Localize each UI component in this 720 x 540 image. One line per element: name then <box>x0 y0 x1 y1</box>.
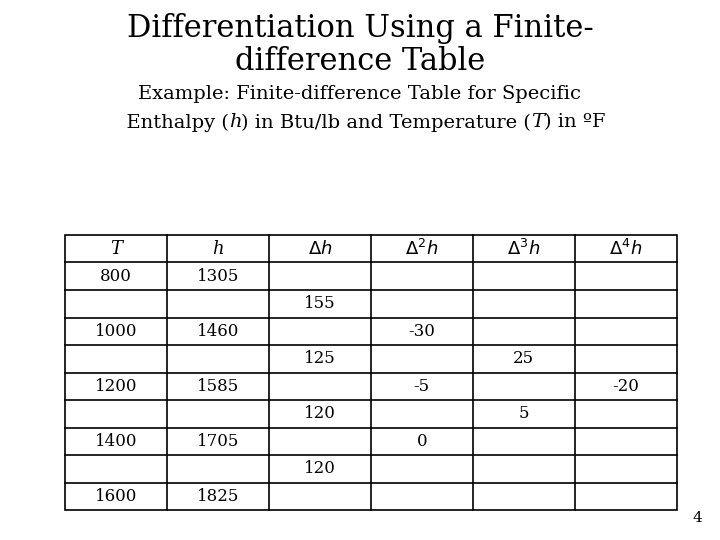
Text: 0: 0 <box>416 433 427 450</box>
Bar <box>65 235 677 510</box>
Text: 1400: 1400 <box>94 433 137 450</box>
Text: 155: 155 <box>304 295 336 312</box>
Text: ) in Btu/lb and Temperature (: ) in Btu/lb and Temperature ( <box>241 113 531 132</box>
Text: $\Delta^3 h$: $\Delta^3 h$ <box>507 239 541 259</box>
Text: -5: -5 <box>414 378 430 395</box>
Text: Enthalpy (h) in Btu/lb and Temperature (T) in ºF: Enthalpy (h) in Btu/lb and Temperature (… <box>0 539 1 540</box>
Text: -20: -20 <box>613 378 639 395</box>
Text: 1825: 1825 <box>197 488 239 505</box>
Text: h: h <box>229 113 241 131</box>
Text: 4: 4 <box>692 511 702 525</box>
Text: 1305: 1305 <box>197 268 239 285</box>
Text: 120: 120 <box>304 461 336 477</box>
Text: 1705: 1705 <box>197 433 239 450</box>
Text: 1460: 1460 <box>197 323 239 340</box>
Text: 5: 5 <box>518 406 529 422</box>
Text: 25: 25 <box>513 350 534 367</box>
Text: -30: -30 <box>408 323 435 340</box>
Text: difference Table: difference Table <box>235 46 485 77</box>
Text: T: T <box>109 240 122 258</box>
Text: 800: 800 <box>100 268 132 285</box>
Text: ) in ºF: ) in ºF <box>544 113 606 131</box>
Text: h: h <box>212 240 224 258</box>
Text: 1200: 1200 <box>94 378 137 395</box>
Text: $\Delta^2 h$: $\Delta^2 h$ <box>405 239 438 259</box>
Text: Differentiation Using a Finite-: Differentiation Using a Finite- <box>127 14 593 44</box>
Text: $\Delta^4 h$: $\Delta^4 h$ <box>609 239 642 259</box>
Text: 1585: 1585 <box>197 378 239 395</box>
Text: 1000: 1000 <box>94 323 137 340</box>
Text: Enthalpy (: Enthalpy ( <box>114 113 229 132</box>
Text: Example: Finite-difference Table for Specific: Example: Finite-difference Table for Spe… <box>138 85 582 103</box>
Text: 120: 120 <box>304 406 336 422</box>
Text: $\Delta h$: $\Delta h$ <box>307 240 332 258</box>
Text: 1600: 1600 <box>94 488 137 505</box>
Text: 125: 125 <box>304 350 336 367</box>
Text: T: T <box>531 113 544 131</box>
